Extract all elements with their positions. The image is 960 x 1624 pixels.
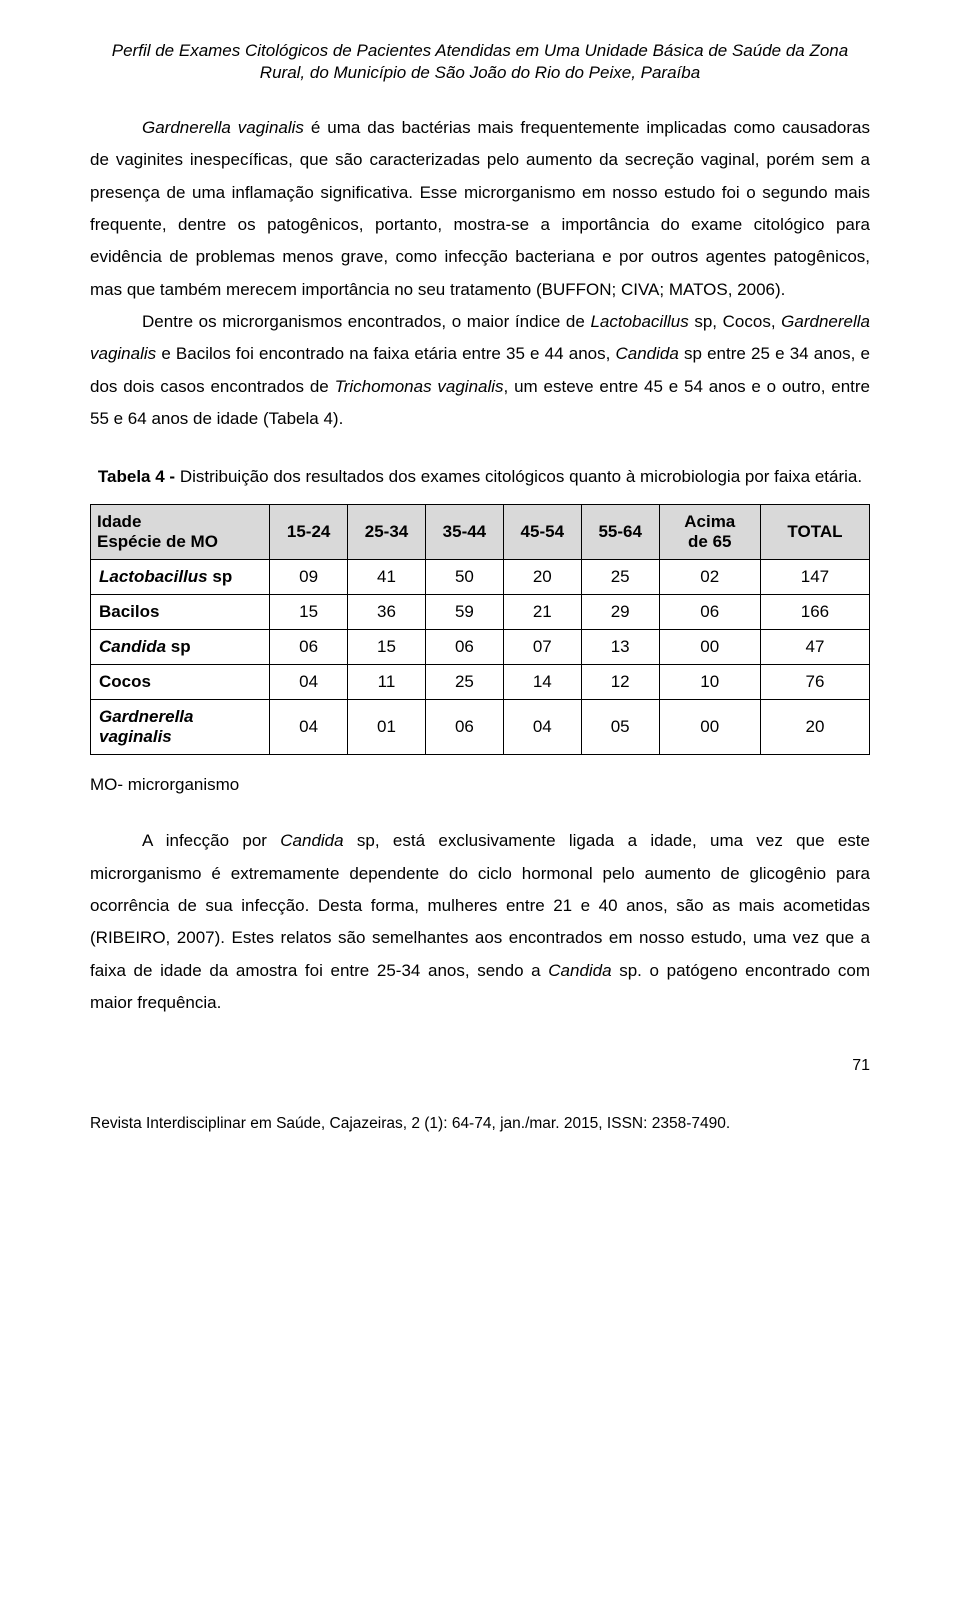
th-col: 15-24 xyxy=(270,505,348,560)
cell: 41 xyxy=(348,560,426,595)
cell: 21 xyxy=(503,595,581,630)
p3-d: Candida xyxy=(548,961,611,980)
th-col: 55-64 xyxy=(581,505,659,560)
running-header: Perfil de Exames Citológicos de Paciente… xyxy=(90,40,870,84)
p2-b: Lactobacillus xyxy=(590,312,688,331)
cell: 20 xyxy=(503,560,581,595)
cell: 06 xyxy=(425,700,503,755)
cell: 50 xyxy=(425,560,503,595)
cell: 11 xyxy=(348,665,426,700)
cell: 06 xyxy=(270,630,348,665)
cell: 14 xyxy=(503,665,581,700)
footer-citation: Revista Interdisciplinar em Saúde, Cajaz… xyxy=(90,1115,870,1133)
caption-rest: Distribuição dos resultados dos exames c… xyxy=(180,467,862,486)
p2-a: Dentre os microrganismos encontrados, o … xyxy=(142,312,590,331)
cell: 07 xyxy=(503,630,581,665)
cell: 05 xyxy=(581,700,659,755)
cell: 20 xyxy=(760,700,869,755)
table-body: Lactobacillus sp094150202502147Bacilos15… xyxy=(91,560,870,755)
row-label: Cocos xyxy=(91,665,270,700)
p2-f: Candida xyxy=(616,344,679,363)
cell: 09 xyxy=(270,560,348,595)
cell: 04 xyxy=(270,700,348,755)
cell: 25 xyxy=(425,665,503,700)
cell: 76 xyxy=(760,665,869,700)
cell: 166 xyxy=(760,595,869,630)
cell: 00 xyxy=(659,700,760,755)
th-col: 45-54 xyxy=(503,505,581,560)
cell: 147 xyxy=(760,560,869,595)
cell: 25 xyxy=(581,560,659,595)
p3-a: A infecção por xyxy=(142,831,280,850)
cell: 47 xyxy=(760,630,869,665)
p3-c: sp, está exclusivamente ligada a idade, … xyxy=(90,831,870,979)
p3-b: Candida xyxy=(280,831,343,850)
row-label: Bacilos xyxy=(91,595,270,630)
table-row: Candida sp06150607130047 xyxy=(91,630,870,665)
th-rowlabel-l2: Espécie de MO xyxy=(97,532,218,551)
th-rowlabel: Idade Espécie de MO xyxy=(91,505,270,560)
p2-h: Trichomonas vaginalis xyxy=(335,377,504,396)
th-col: TOTAL xyxy=(760,505,869,560)
th-col: 25-34 xyxy=(348,505,426,560)
paragraph-3: A infecção por Candida sp, está exclusiv… xyxy=(90,825,870,1019)
table-row: Lactobacillus sp094150202502147 xyxy=(91,560,870,595)
cell: 00 xyxy=(659,630,760,665)
row-label: Candida sp xyxy=(91,630,270,665)
p1-text: é uma das bactérias mais frequentemente … xyxy=(90,118,870,298)
p2-e: e Bacilos foi encontrado na faixa etária… xyxy=(156,344,615,363)
cell: 15 xyxy=(270,595,348,630)
row-label: Gardnerellavaginalis xyxy=(91,700,270,755)
table-4: Idade Espécie de MO 15-24 25-34 35-44 45… xyxy=(90,504,870,755)
p1-term: Gardnerella vaginalis xyxy=(142,118,304,137)
th-col: 35-44 xyxy=(425,505,503,560)
cell: 06 xyxy=(659,595,760,630)
header-line1: Perfil de Exames Citológicos de Paciente… xyxy=(112,41,848,60)
table-header-row: Idade Espécie de MO 15-24 25-34 35-44 45… xyxy=(91,505,870,560)
paragraph-2: Dentre os microrganismos encontrados, o … xyxy=(90,306,870,435)
table-caption: Tabela 4 - Distribuição dos resultados d… xyxy=(90,463,870,490)
cell: 15 xyxy=(348,630,426,665)
caption-bold: Tabela 4 - xyxy=(98,467,180,486)
th-rowlabel-l1: Idade xyxy=(97,512,141,531)
cell: 59 xyxy=(425,595,503,630)
p2-c: sp, Cocos, xyxy=(689,312,781,331)
page-number: 71 xyxy=(90,1057,870,1075)
row-label: Lactobacillus sp xyxy=(91,560,270,595)
table-row: Bacilos153659212906166 xyxy=(91,595,870,630)
cell: 01 xyxy=(348,700,426,755)
header-line2: Rural, do Município de São João do Rio d… xyxy=(260,63,700,82)
cell: 02 xyxy=(659,560,760,595)
table-row: Gardnerellavaginalis04010604050020 xyxy=(91,700,870,755)
paragraph-1: Gardnerella vaginalis é uma das bactéria… xyxy=(90,112,870,306)
th-col: Acimade 65 xyxy=(659,505,760,560)
cell: 13 xyxy=(581,630,659,665)
cell: 06 xyxy=(425,630,503,665)
table-row: Cocos04112514121076 xyxy=(91,665,870,700)
cell: 36 xyxy=(348,595,426,630)
cell: 29 xyxy=(581,595,659,630)
cell: 04 xyxy=(503,700,581,755)
cell: 04 xyxy=(270,665,348,700)
cell: 10 xyxy=(659,665,760,700)
table-note: MO- microrganismo xyxy=(90,775,870,795)
cell: 12 xyxy=(581,665,659,700)
